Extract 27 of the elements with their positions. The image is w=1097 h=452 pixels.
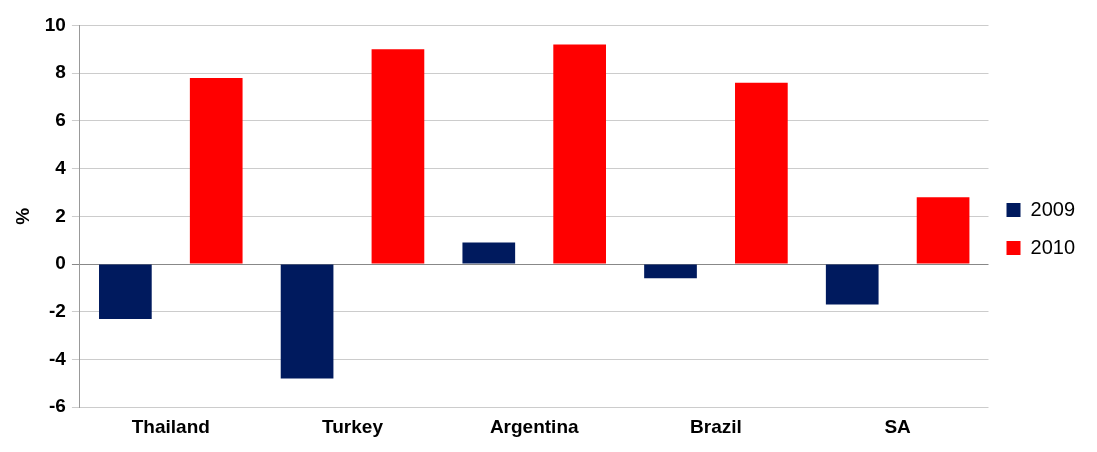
bar [462,242,516,264]
x-tick-label: Brazil [690,415,742,437]
y-tick-label: -6 [49,395,66,417]
bar [371,49,425,264]
legend-label: 2009 [1030,197,1076,220]
x-tick-label: SA [884,415,912,437]
x-tick-label: Thailand [131,415,210,437]
bar [825,264,879,305]
y-tick-label: 10 [44,13,66,35]
bar [916,197,970,264]
y-tick-label: 8 [55,61,66,83]
y-tick-label: 2 [55,204,66,226]
x-tick-label: Turkey [322,415,384,437]
x-tick-label: Argentina [489,415,579,437]
bar [189,77,243,264]
y-tick-label: 4 [55,156,67,178]
bar [99,264,152,319]
bar [553,44,606,264]
y-axis-title: % [11,207,33,225]
bar [280,264,334,379]
bar [644,264,697,279]
y-tick-label: -4 [49,347,67,369]
legend-label: 2010 [1030,235,1076,258]
bar [735,82,788,264]
y-tick-label: -2 [49,299,66,321]
y-tick-label: 0 [55,252,66,274]
y-tick-label: 6 [55,109,66,131]
